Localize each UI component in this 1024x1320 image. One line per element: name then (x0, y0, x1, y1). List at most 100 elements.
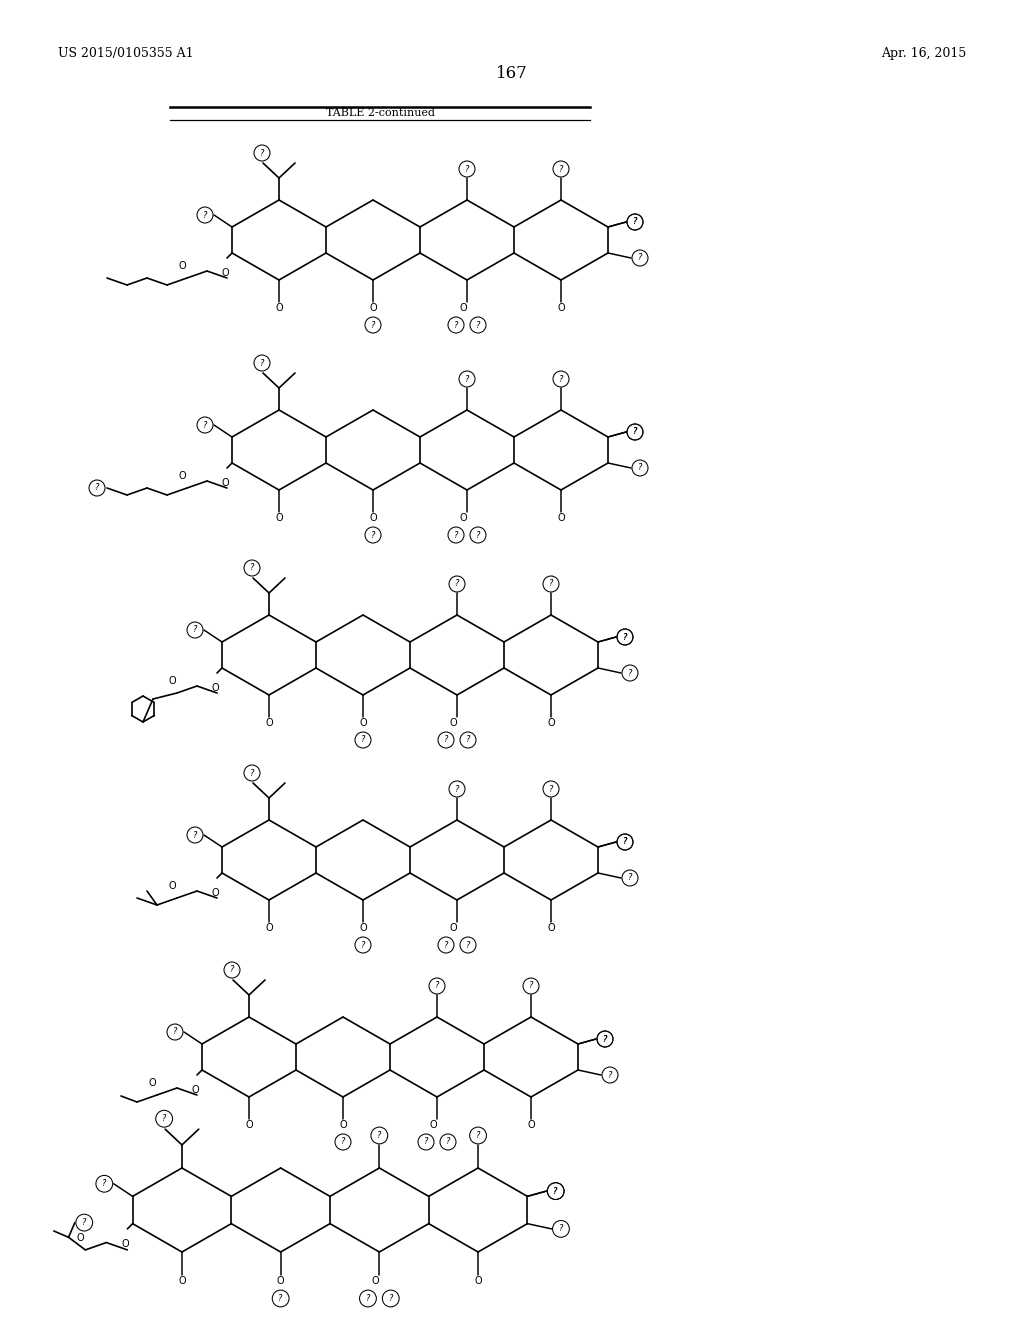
Text: ?: ? (443, 735, 449, 744)
Text: ?: ? (633, 218, 637, 227)
Text: ?: ? (193, 830, 198, 840)
Text: O: O (168, 880, 176, 891)
Text: O: O (148, 1078, 156, 1088)
Text: ?: ? (82, 1218, 86, 1228)
Text: ?: ? (377, 1131, 382, 1140)
Text: ?: ? (633, 218, 637, 227)
Text: ?: ? (633, 428, 637, 437)
Text: O: O (450, 923, 457, 933)
Text: ?: ? (553, 1187, 558, 1196)
Text: US 2015/0105355 A1: US 2015/0105355 A1 (58, 48, 194, 61)
Text: ?: ? (360, 735, 366, 744)
Text: ?: ? (465, 165, 469, 173)
Text: ?: ? (603, 1035, 607, 1044)
Text: ?: ? (466, 940, 470, 949)
Text: ?: ? (559, 165, 563, 173)
Text: O: O (370, 513, 377, 523)
Text: ?: ? (229, 965, 234, 974)
Text: O: O (77, 1233, 84, 1243)
Text: O: O (122, 1239, 129, 1249)
Text: Apr. 16, 2015: Apr. 16, 2015 (881, 48, 966, 61)
Text: O: O (178, 471, 185, 480)
Text: ?: ? (559, 1225, 563, 1233)
Text: ?: ? (454, 321, 459, 330)
Text: ?: ? (260, 149, 264, 157)
Text: O: O (265, 923, 272, 933)
Text: ?: ? (608, 1071, 612, 1080)
Text: ?: ? (476, 531, 480, 540)
Text: ?: ? (465, 375, 469, 384)
Text: ?: ? (193, 626, 198, 635)
Text: O: O (211, 888, 219, 898)
Text: ?: ? (366, 1294, 371, 1303)
Text: O: O (221, 268, 228, 279)
Text: O: O (429, 1119, 437, 1130)
Text: O: O (276, 1276, 285, 1286)
Text: ?: ? (173, 1027, 177, 1036)
Text: ?: ? (476, 321, 480, 330)
Text: TABLE 2-continued: TABLE 2-continued (326, 108, 434, 119)
Text: O: O (450, 718, 457, 729)
Text: ?: ? (633, 428, 637, 437)
Text: ?: ? (638, 463, 642, 473)
Text: ?: ? (250, 768, 254, 777)
Text: O: O (339, 1119, 347, 1130)
Text: ?: ? (528, 982, 534, 990)
Text: ?: ? (341, 1138, 345, 1147)
Text: O: O (547, 718, 555, 729)
Text: O: O (557, 304, 565, 313)
Text: ?: ? (638, 253, 642, 263)
Text: ?: ? (371, 321, 375, 330)
Text: ?: ? (371, 531, 375, 540)
Text: ?: ? (388, 1294, 393, 1303)
Text: O: O (178, 261, 185, 271)
Text: ?: ? (250, 564, 254, 573)
Text: O: O (474, 1276, 482, 1286)
Text: ?: ? (623, 632, 628, 642)
Text: ?: ? (549, 579, 553, 589)
Text: O: O (557, 513, 565, 523)
Text: O: O (370, 304, 377, 313)
Text: ?: ? (424, 1138, 428, 1147)
Text: ?: ? (203, 421, 207, 429)
Text: O: O (459, 513, 467, 523)
Text: ?: ? (454, 531, 459, 540)
Text: ?: ? (455, 784, 459, 793)
Text: O: O (211, 682, 219, 693)
Text: O: O (547, 923, 555, 933)
Text: ?: ? (623, 837, 628, 846)
Text: ?: ? (628, 874, 632, 883)
Text: ?: ? (260, 359, 264, 367)
Text: ?: ? (623, 632, 628, 642)
Text: ?: ? (455, 579, 459, 589)
Text: ?: ? (603, 1035, 607, 1044)
Text: O: O (527, 1119, 535, 1130)
Text: O: O (372, 1276, 379, 1286)
Text: O: O (359, 923, 367, 933)
Text: ?: ? (623, 837, 628, 846)
Text: ?: ? (553, 1187, 558, 1196)
Text: O: O (221, 478, 228, 488)
Text: O: O (359, 718, 367, 729)
Text: O: O (245, 1119, 253, 1130)
Text: ?: ? (203, 210, 207, 219)
Text: O: O (265, 718, 272, 729)
Text: O: O (191, 1085, 199, 1096)
Text: ?: ? (559, 375, 563, 384)
Text: ?: ? (628, 668, 632, 677)
Text: ?: ? (279, 1294, 283, 1303)
Text: ?: ? (476, 1131, 480, 1140)
Text: ?: ? (162, 1114, 166, 1123)
Text: 167: 167 (496, 65, 528, 82)
Text: ?: ? (466, 735, 470, 744)
Text: ?: ? (435, 982, 439, 990)
Text: ?: ? (445, 1138, 451, 1147)
Text: ?: ? (102, 1179, 106, 1188)
Text: O: O (275, 513, 283, 523)
Text: O: O (178, 1276, 185, 1286)
Text: ?: ? (360, 940, 366, 949)
Text: ?: ? (443, 940, 449, 949)
Text: O: O (459, 304, 467, 313)
Text: O: O (168, 676, 176, 686)
Text: ?: ? (95, 483, 99, 492)
